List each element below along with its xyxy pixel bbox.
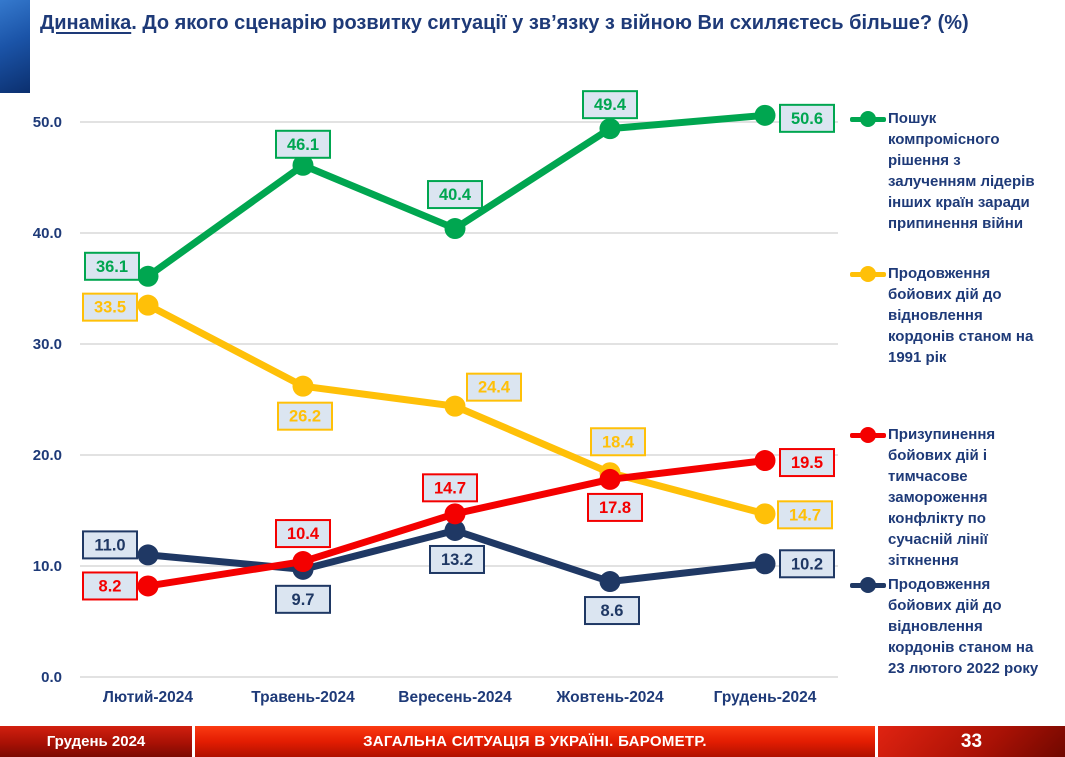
page-title-underlined: Динаміка: [40, 12, 132, 34]
data-label-box: [584, 596, 640, 626]
chart-legend: Пошук компромісного рішення з залученням…: [850, 85, 1064, 705]
legend-marker-icon: [850, 266, 886, 283]
data-label-box: [779, 103, 835, 133]
data-label: 46.1: [287, 136, 319, 154]
data-point: [754, 104, 776, 126]
data-label: 33.5: [94, 299, 126, 317]
data-label: 11.0: [94, 536, 125, 554]
y-tick-label: 0.0: [41, 669, 62, 686]
data-point: [292, 551, 314, 573]
data-label-box: [582, 90, 638, 120]
data-label: 8.6: [601, 602, 624, 620]
data-label: 10.2: [791, 555, 823, 573]
data-label: 40.4: [439, 186, 472, 204]
data-label-box: [82, 530, 138, 560]
data-label-box: [275, 129, 331, 159]
y-tick-label: 50.0: [33, 114, 62, 131]
data-point: [137, 294, 159, 316]
data-label-box: [590, 427, 646, 457]
page-title: Динаміка. До якого сценарію розвитку сит…: [40, 11, 1050, 36]
x-tick-label: Жовтень-2024: [555, 689, 664, 706]
data-point: [754, 450, 776, 472]
x-tick-label: Вересень-2024: [398, 689, 512, 706]
data-point: [292, 375, 314, 397]
line-chart: 0.0 10.0 20.0 30.0 40.0 50.0 Лютий-2024 Травень…: [33, 90, 838, 706]
data-label: 8.2: [99, 577, 122, 595]
data-label-box: [779, 549, 835, 579]
y-tick-label: 10.0: [33, 558, 62, 575]
x-tick-label: Травень-2024: [251, 689, 355, 706]
accent-bar: [0, 0, 30, 93]
data-label: 49.4: [594, 96, 627, 114]
data-point: [292, 154, 314, 176]
data-label-box: [277, 401, 333, 431]
data-label-box: [84, 251, 140, 281]
data-label-box: [466, 372, 522, 402]
legend-label: Пошук компромісного рішення з залученням…: [888, 110, 1035, 232]
data-label-box: [429, 544, 485, 574]
y-tick-label: 30.0: [33, 336, 62, 353]
data-point: [137, 575, 159, 597]
data-label-box: [82, 292, 138, 322]
page-title-rest: . До якого сценарію розвитку ситуації у …: [131, 12, 969, 34]
data-label: 18.4: [602, 433, 635, 451]
data-point: [444, 395, 466, 417]
footer-bar: Грудень 2024 ЗАГАЛЬНА СИТУАЦІЯ В УКРАЇНІ…: [0, 726, 1065, 757]
legend-item-freeze-conflict: Призупинення бойових дій і тимчасове зам…: [850, 424, 995, 571]
y-tick-label: 20.0: [33, 447, 62, 464]
data-point: [599, 468, 621, 490]
data-label: 13.2: [441, 551, 473, 569]
legend-marker-icon: [850, 111, 886, 128]
data-point: [137, 544, 159, 566]
data-point: [599, 571, 621, 593]
legend-label: Продовження бойових дій до відновлення к…: [888, 576, 1039, 677]
x-tick-label: Грудень-2024: [714, 689, 817, 706]
data-label-box: [275, 519, 331, 549]
data-label-box: [422, 473, 478, 503]
data-label-box: [587, 492, 643, 522]
data-point: [137, 265, 159, 287]
data-point: [599, 118, 621, 140]
x-tick-label: Лютий-2024: [103, 689, 193, 706]
legend-marker-icon: [850, 427, 886, 444]
data-label-box: [427, 180, 483, 210]
data-label: 9.7: [292, 591, 315, 609]
data-point: [444, 218, 466, 240]
data-label-box: [275, 584, 331, 614]
data-label: 36.1: [96, 258, 128, 276]
data-label: 24.4: [478, 379, 511, 397]
data-label: 14.7: [789, 506, 821, 524]
legend-marker-icon: [850, 577, 886, 594]
legend-item-borders-2022: Продовження бойових дій до відновлення к…: [850, 574, 1038, 679]
data-label: 19.5: [791, 454, 823, 472]
data-point: [444, 503, 466, 525]
data-label: 10.4: [287, 525, 320, 543]
page-number: 33: [878, 726, 1065, 757]
data-point: [444, 519, 466, 541]
legend-label: Продовження бойових дій до відновлення к…: [888, 265, 1034, 366]
data-label-box: [777, 500, 833, 530]
data-point: [754, 503, 776, 525]
y-tick-label: 40.0: [33, 225, 62, 242]
footer-date: Грудень 2024: [0, 726, 195, 757]
footer-title: ЗАГАЛЬНА СИТУАЦІЯ В УКРАЇНІ. БАРОМЕТР.: [195, 726, 878, 757]
legend-item-borders-1991: Продовження бойових дій до відновлення к…: [850, 263, 1033, 368]
data-label: 14.7: [434, 479, 466, 497]
legend-label: Призупинення бойових дій і тимчасове зам…: [888, 426, 996, 569]
legend-item-compromise: Пошук компромісного рішення з залученням…: [850, 108, 1035, 234]
data-label: 26.2: [289, 408, 321, 426]
data-label: 50.6: [791, 110, 823, 128]
data-point: [754, 553, 776, 575]
data-label: 17.8: [599, 499, 631, 517]
data-label-box: [82, 571, 138, 601]
data-label-box: [779, 448, 835, 478]
